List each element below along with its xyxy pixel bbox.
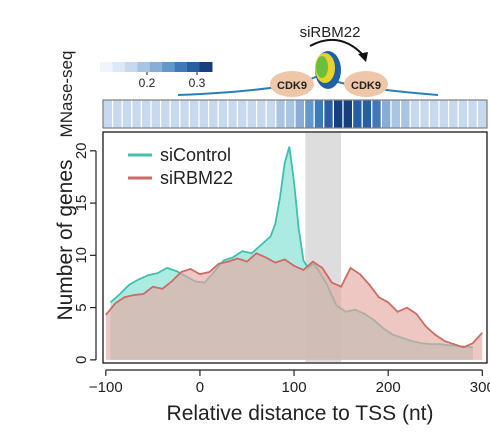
colorbar-swatch bbox=[162, 62, 176, 72]
x-tick-label: 0 bbox=[196, 379, 204, 396]
cdk9-right-label: CDK9 bbox=[351, 80, 381, 92]
heat-cell bbox=[217, 99, 229, 129]
heat-cell bbox=[208, 99, 219, 129]
mnase-colorbar bbox=[100, 62, 213, 75]
y-axis: 0 5 10 15 20 bbox=[73, 142, 97, 364]
colorbar-swatch bbox=[137, 62, 151, 72]
heat-cell bbox=[390, 99, 402, 129]
x-axis-title: Relative distance to TSS (nt) bbox=[167, 402, 434, 425]
colorbar-swatch bbox=[124, 62, 138, 72]
colorbar-swatch bbox=[100, 62, 113, 72]
colorbar-swatch bbox=[149, 62, 163, 72]
heat-cell bbox=[140, 99, 152, 129]
legend-label-sirbm22: siRBM22 bbox=[160, 168, 233, 188]
sirbm22-schematic-label: siRBM22 bbox=[300, 24, 361, 41]
mnase-seq-label: MNase-seq bbox=[57, 51, 76, 138]
heat-cell bbox=[179, 99, 191, 129]
heat-cell bbox=[284, 99, 296, 129]
colorbar-tick-label: 0.3 bbox=[189, 76, 206, 90]
legend: siControl siRBM22 bbox=[128, 145, 233, 188]
heat-cell bbox=[304, 99, 315, 129]
heat-cell bbox=[227, 99, 239, 129]
heat-cell bbox=[265, 99, 277, 129]
plot-frame-outline bbox=[102, 131, 488, 364]
colorbar-swatch bbox=[112, 62, 126, 72]
heat-cell bbox=[198, 99, 210, 129]
area-series bbox=[105, 146, 483, 360]
heat-cell bbox=[111, 99, 123, 129]
cdk9-right-shape bbox=[344, 71, 388, 97]
colorbar-swatch bbox=[199, 62, 213, 72]
colorbar-swatch bbox=[187, 62, 201, 72]
heat-cell bbox=[438, 99, 450, 129]
heat-cell bbox=[352, 99, 363, 129]
colorbar-swatch bbox=[174, 62, 188, 72]
nucleosome-schematic: siRBM22 CDK9 CDK9 bbox=[177, 24, 439, 97]
heat-cell bbox=[342, 99, 354, 129]
y-tick-label: 5 bbox=[73, 303, 90, 311]
x-axis: −100 0 100 200 300 bbox=[89, 369, 490, 396]
heat-cell bbox=[457, 99, 469, 129]
heat-cell bbox=[323, 99, 334, 129]
heat-cell bbox=[121, 99, 133, 129]
heat-cell bbox=[236, 99, 248, 129]
heat-cell bbox=[467, 99, 478, 129]
heat-cell bbox=[419, 99, 430, 129]
y-axis-title: Number of genes bbox=[54, 159, 77, 320]
rotation-arrow bbox=[309, 39, 365, 57]
heat-cell bbox=[131, 99, 143, 129]
heat-cell bbox=[169, 99, 181, 129]
heat-cell bbox=[256, 99, 267, 129]
heat-cell bbox=[476, 99, 488, 129]
series-line-sirbm22 bbox=[105, 252, 483, 349]
heat-cell bbox=[400, 99, 411, 129]
y-tick-label: 0 bbox=[73, 356, 90, 364]
heat-cell bbox=[188, 99, 200, 129]
heat-cell bbox=[313, 99, 325, 129]
arrow-head-icon bbox=[358, 52, 368, 62]
nucleosome-core bbox=[316, 56, 328, 78]
area-fill-sirbm22 bbox=[105, 253, 483, 360]
heat-cell bbox=[332, 99, 344, 129]
heat-cell bbox=[380, 99, 392, 129]
x-tick-label: 200 bbox=[376, 379, 401, 396]
y-tick-label: 10 bbox=[73, 247, 90, 264]
legend-label-sicontrol: siControl bbox=[160, 145, 231, 165]
cdk9-left-shape bbox=[270, 71, 314, 97]
heat-cell bbox=[275, 99, 286, 129]
x-tick-label: −100 bbox=[89, 379, 123, 396]
x-tick-label: 100 bbox=[282, 379, 307, 396]
heat-cell bbox=[448, 99, 459, 129]
cdk9-left-label: CDK9 bbox=[277, 80, 307, 92]
heat-cell bbox=[409, 99, 421, 129]
heat-cell bbox=[428, 99, 440, 129]
heat-cell bbox=[102, 99, 114, 129]
heat-cell bbox=[371, 99, 382, 129]
mnase-heat-strip bbox=[102, 99, 488, 129]
heat-cell bbox=[246, 99, 258, 129]
x-tick-label: 300 bbox=[470, 379, 490, 396]
heat-strip-border bbox=[102, 99, 488, 129]
heat-cell bbox=[361, 99, 373, 129]
colorbar-tick-label: 0.2 bbox=[139, 76, 156, 90]
heat-cell bbox=[294, 99, 306, 129]
heat-cell bbox=[160, 99, 171, 129]
y-tick-label: 20 bbox=[73, 142, 90, 159]
heat-cell bbox=[150, 99, 162, 129]
y-tick-label: 15 bbox=[73, 195, 90, 212]
